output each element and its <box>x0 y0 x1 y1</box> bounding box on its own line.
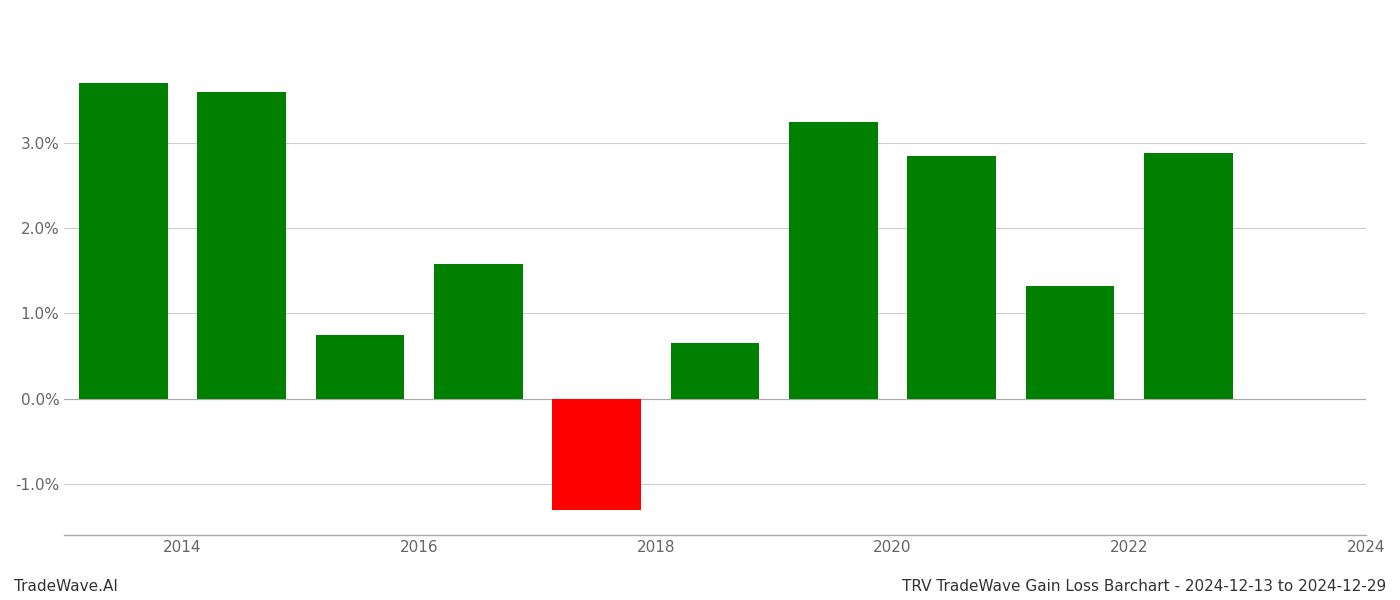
Bar <box>788 122 878 399</box>
Bar <box>1144 153 1232 399</box>
Text: TRV TradeWave Gain Loss Barchart - 2024-12-13 to 2024-12-29: TRV TradeWave Gain Loss Barchart - 2024-… <box>902 579 1386 594</box>
Bar <box>1026 286 1114 399</box>
Bar <box>907 155 995 399</box>
Bar <box>315 335 405 399</box>
Bar <box>552 399 641 509</box>
Bar <box>197 92 286 399</box>
Bar <box>671 343 759 399</box>
Bar <box>434 264 522 399</box>
Bar <box>78 83 168 399</box>
Text: TradeWave.AI: TradeWave.AI <box>14 579 118 594</box>
